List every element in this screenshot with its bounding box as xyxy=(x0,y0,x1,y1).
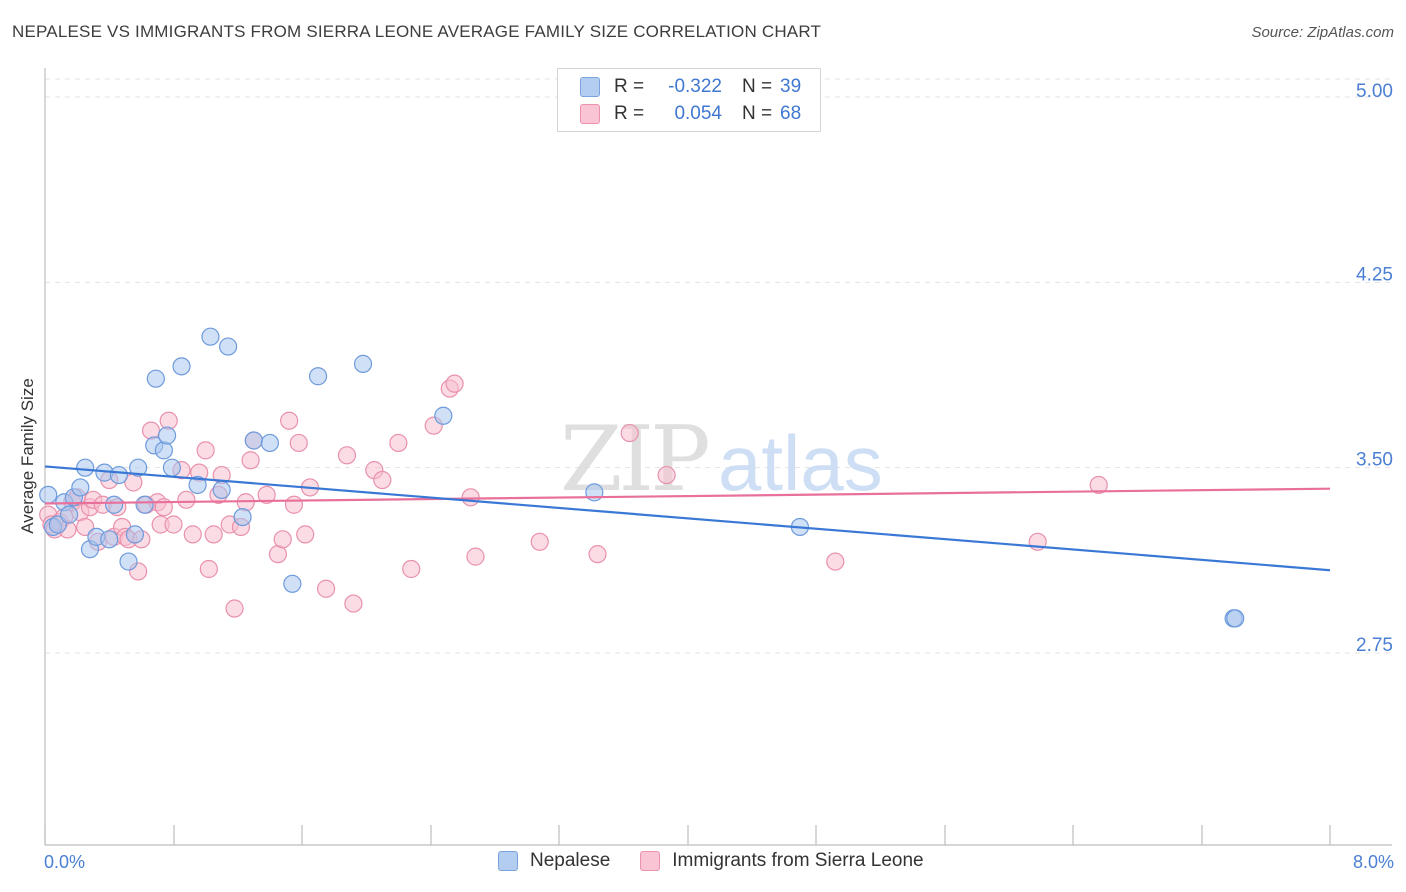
point-nepalese xyxy=(233,507,252,527)
point-nepalese xyxy=(162,458,181,477)
watermark-atlas: atlas xyxy=(718,419,883,507)
point-nepalese xyxy=(39,485,58,504)
x-tick-label-max: 8.0% xyxy=(1352,852,1394,872)
point-nepalese xyxy=(154,441,173,460)
point-nepalese xyxy=(353,354,373,373)
point-nepalese xyxy=(308,367,328,386)
point-sierra-leone xyxy=(273,530,292,549)
point-sierra-leone xyxy=(280,411,299,430)
n-label: N = xyxy=(742,76,773,97)
axes xyxy=(44,68,1392,846)
point-nepalese xyxy=(434,406,453,425)
point-sierra-leone xyxy=(316,579,336,598)
point-sierra-leone xyxy=(530,532,549,551)
point-sierra-leone xyxy=(373,470,392,490)
series-legend: Nepalese Immigrants from Sierra Leone xyxy=(498,850,954,872)
r-label: R = xyxy=(614,76,645,97)
legend-row-nepalese: R = -0.322 N = 39 xyxy=(580,73,801,101)
point-sierra-leone xyxy=(284,495,304,514)
y-tick-label: 4.25 xyxy=(1356,264,1393,285)
point-sierra-leone xyxy=(196,441,215,460)
point-sierra-leone xyxy=(241,451,260,470)
legend-item-sierra-leone[interactable]: Immigrants from Sierra Leone xyxy=(640,850,924,872)
legend-label-nepalese: Nepalese xyxy=(530,850,611,871)
n-value: 39 xyxy=(780,76,802,97)
point-nepalese xyxy=(100,530,119,549)
point-sierra-leone xyxy=(344,594,363,613)
point-sierra-leone xyxy=(164,515,183,534)
point-nepalese xyxy=(244,431,263,450)
y-tick-label: 5.00 xyxy=(1356,81,1393,102)
watermark: ZIP atlas xyxy=(560,407,883,512)
point-sierra-leone xyxy=(177,490,196,509)
watermark-zip: ZIP xyxy=(560,407,708,512)
legend-swatch-nepalese xyxy=(580,77,600,97)
n-label: N = xyxy=(742,103,773,124)
point-nepalese xyxy=(172,357,191,376)
point-sierra-leone xyxy=(183,525,202,544)
point-nepalese xyxy=(188,475,207,495)
point-sierra-leone xyxy=(402,559,421,579)
point-nepalese xyxy=(135,495,154,514)
point-sierra-leone xyxy=(199,559,218,579)
point-sierra-leone xyxy=(1089,475,1108,495)
point-sierra-leone xyxy=(466,547,485,566)
point-nepalese xyxy=(219,337,238,356)
point-nepalese xyxy=(129,458,148,477)
stats-legend: R = -0.322 N = 39 R = 0.054 N = 68 xyxy=(557,68,821,132)
point-nepalese xyxy=(104,495,124,514)
source-label: Source: ZipAtlas.com xyxy=(1251,24,1394,41)
y-tick-label: 3.50 xyxy=(1356,450,1393,471)
trend-line-nepalese xyxy=(44,465,1331,572)
point-nepalese xyxy=(119,552,138,571)
r-value: -0.322 xyxy=(668,76,722,97)
series-nepalese-points xyxy=(39,327,1245,628)
trend-lines xyxy=(44,465,1331,572)
point-sierra-leone xyxy=(389,433,408,453)
y-tick-labels: 2.75 3.50 4.25 5.00 xyxy=(1356,81,1393,656)
point-nepalese xyxy=(71,478,90,497)
point-nepalese xyxy=(260,433,279,453)
legend-swatch-nepalese xyxy=(498,851,518,871)
legend-row-sierra-leone: R = 0.054 N = 68 xyxy=(580,100,801,128)
r-label: R = xyxy=(614,103,645,124)
n-value: 68 xyxy=(780,103,802,124)
legend-swatch-sierra-leone xyxy=(580,104,600,124)
point-sierra-leone xyxy=(826,552,845,571)
point-sierra-leone xyxy=(296,525,315,544)
r-value: 0.054 xyxy=(674,103,722,124)
point-sierra-leone xyxy=(588,545,607,564)
point-sierra-leone xyxy=(141,421,161,440)
legend-swatch-sierra-leone xyxy=(640,851,661,871)
point-sierra-leone xyxy=(620,423,639,443)
point-nepalese xyxy=(125,525,145,544)
point-sierra-leone xyxy=(257,485,276,504)
point-nepalese xyxy=(157,426,177,445)
point-sierra-leone xyxy=(204,525,223,544)
point-nepalese xyxy=(201,327,220,346)
y-axis-label: Average Family Size xyxy=(18,378,37,534)
point-nepalese xyxy=(109,465,128,485)
chart-title: NEPALESE VS IMMIGRANTS FROM SIERRA LEONE… xyxy=(12,22,822,41)
point-sierra-leone xyxy=(657,465,676,485)
point-nepalese xyxy=(283,574,302,593)
point-nepalese xyxy=(1226,609,1245,628)
trend-line-sierra-leone xyxy=(44,487,1331,505)
legend-item-nepalese[interactable]: Nepalese xyxy=(498,850,610,872)
point-nepalese xyxy=(146,369,165,388)
legend-label-sierra-leone: Immigrants from Sierra Leone xyxy=(672,850,924,871)
x-tick-label-min: 0.0% xyxy=(44,852,86,872)
point-nepalese xyxy=(59,505,79,524)
y-tick-label: 2.75 xyxy=(1356,635,1393,656)
point-sierra-leone xyxy=(445,374,464,393)
point-sierra-leone xyxy=(337,446,357,465)
point-sierra-leone xyxy=(461,488,480,507)
point-sierra-leone xyxy=(225,599,244,618)
gridlines xyxy=(45,78,1392,654)
point-nepalese xyxy=(212,480,231,500)
point-sierra-leone xyxy=(289,433,308,453)
point-nepalese xyxy=(76,458,95,477)
